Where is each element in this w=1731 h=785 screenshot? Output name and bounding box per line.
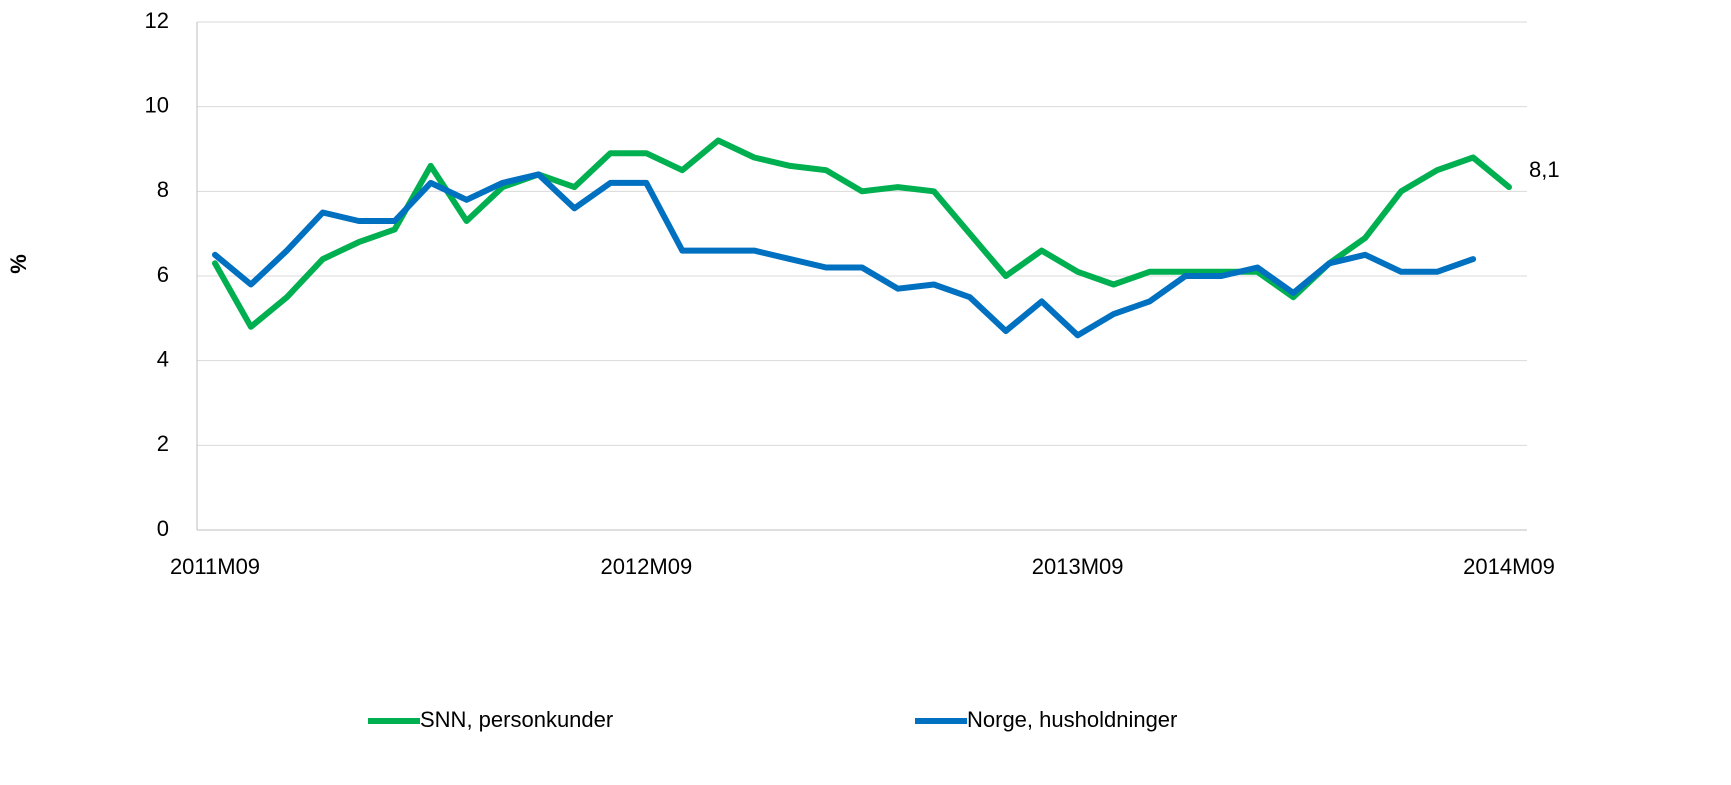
x-tick-label: 2011M09 bbox=[170, 554, 260, 579]
legend-label: SNN, personkunder bbox=[420, 707, 613, 732]
y-tick-label: 8 bbox=[157, 177, 169, 202]
y-tick-label: 10 bbox=[145, 92, 169, 117]
x-tick-label: 2014M09 bbox=[1463, 554, 1555, 579]
x-tick-label: 2013M09 bbox=[1032, 554, 1124, 579]
y-tick-label: 0 bbox=[157, 516, 169, 541]
y-axis-label: % bbox=[6, 254, 31, 274]
series-line bbox=[212, 137, 1512, 330]
series-line bbox=[212, 171, 1477, 339]
y-tick-label: 2 bbox=[157, 431, 169, 456]
y-tick-label: 4 bbox=[157, 346, 169, 371]
x-tick-label: 2012M09 bbox=[600, 554, 692, 579]
y-tick-label: 6 bbox=[157, 262, 169, 287]
y-tick-label: 12 bbox=[145, 8, 169, 33]
legend-label: Norge, husholdninger bbox=[967, 707, 1177, 732]
data-label: 8,1 bbox=[1529, 157, 1560, 182]
